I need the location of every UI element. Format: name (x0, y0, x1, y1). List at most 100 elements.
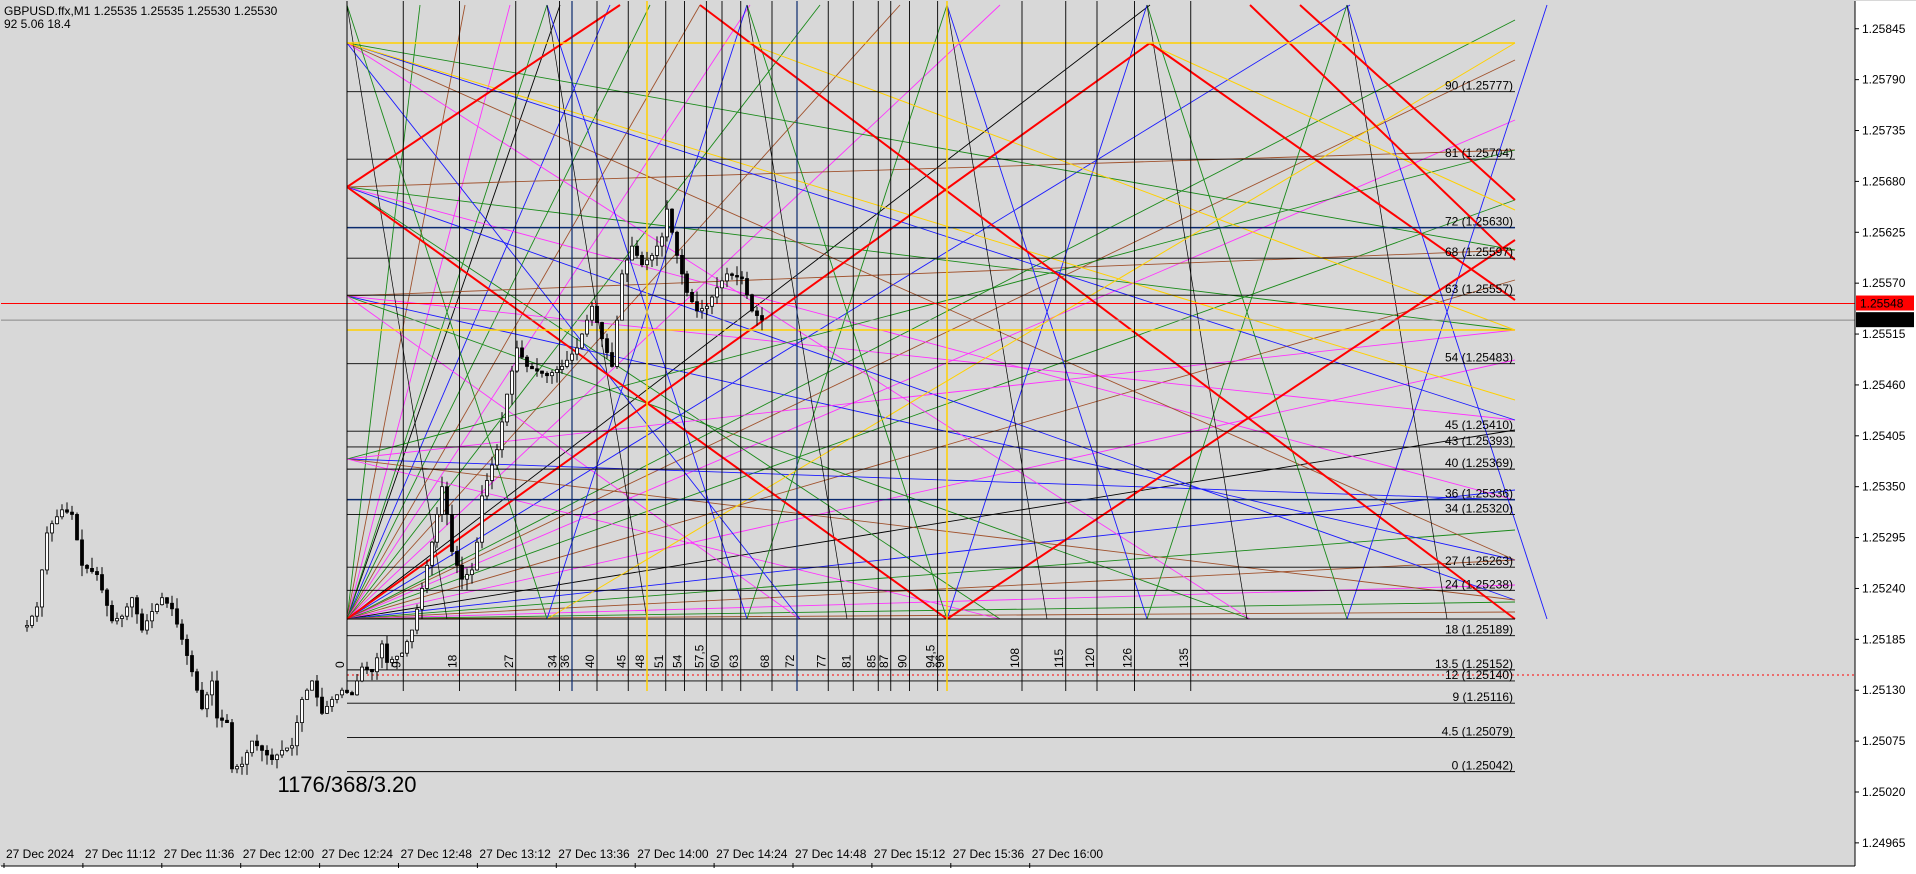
candle-body (410, 629, 414, 643)
candle-body (470, 569, 474, 575)
candle-body (90, 568, 94, 572)
candle-body (745, 278, 749, 296)
level-label: 9 (1.25116) (1453, 690, 1514, 704)
gann-fan-line (346, 559, 1516, 620)
gann-angle-line (346, 42, 1251, 620)
candle-body (55, 516, 59, 525)
level-label: 4.5 (1.25079) (1442, 724, 1513, 738)
candle-body (425, 564, 429, 589)
price-tick-label: 1.25405 (1862, 429, 1906, 443)
time-count-label: 108 (1008, 648, 1022, 668)
candle-body (685, 273, 689, 293)
candle-body (120, 615, 124, 619)
candle-body (755, 310, 759, 316)
candle-body (325, 706, 329, 714)
candle-body (395, 655, 399, 660)
candle-body (525, 356, 529, 367)
gann-angle-line (346, 42, 801, 620)
time-tick-label: 27 Dec 11:36 (164, 847, 235, 861)
gann-square-line (1249, 4, 1516, 261)
gann-gold-line (346, 42, 1516, 401)
candle-body (280, 749, 284, 756)
candle-body (345, 689, 349, 693)
candle-body (605, 338, 609, 353)
level-label: 0 (1.25042) (1452, 759, 1513, 773)
time-tick-label: 27 Dec 11:12 (85, 847, 156, 861)
candle-body (455, 551, 459, 566)
candle-body (335, 694, 339, 700)
gann-grid-line (1346, 4, 1448, 620)
candle-body (135, 597, 139, 615)
candle-body (115, 618, 119, 622)
candle-body (70, 511, 74, 515)
candle-body (295, 722, 299, 747)
candle-body (575, 347, 579, 355)
level-label: 34 (1.25320) (1445, 501, 1513, 515)
candle-body (435, 514, 439, 543)
candle-body (535, 368, 539, 372)
price-tick-label: 1.25295 (1862, 531, 1906, 545)
candle-body (220, 717, 224, 721)
candle-body (35, 606, 39, 617)
level-label: 63 (1.25557) (1445, 282, 1513, 296)
candle-body (360, 666, 364, 682)
candle-body (680, 255, 684, 275)
candle-body (80, 539, 84, 566)
gann-gold-line (1146, 42, 1516, 211)
candle-body (735, 275, 739, 278)
candle-body (50, 523, 54, 534)
candle-body (95, 571, 99, 575)
candle-body (540, 370, 544, 374)
candle-body (100, 574, 104, 591)
candle-body (105, 589, 109, 606)
candle-body (370, 669, 374, 673)
candle-body (145, 620, 149, 631)
candle-body (225, 719, 229, 724)
gann-fan-line (346, 429, 1516, 620)
bid-price-label: 1.25548 (1860, 297, 1904, 311)
candle-body (720, 280, 724, 289)
time-count-label: 45 (614, 654, 628, 668)
time-count-label: 135 (1177, 648, 1191, 668)
gann-grid-line (346, 4, 548, 620)
candle-body (465, 574, 469, 580)
gann-angle-line (346, 42, 1516, 251)
level-label: 12 (1.25140) (1445, 668, 1513, 682)
gann-fan-line (346, 601, 1516, 620)
level-label: 18 (1.25189) (1445, 623, 1513, 637)
candle-body (140, 613, 144, 631)
candle-body (255, 740, 259, 747)
candle-body (180, 623, 184, 640)
candle-body (165, 597, 169, 604)
candle-body (460, 564, 464, 580)
gann-fan-line (346, 199, 1516, 620)
gann-grid-line (746, 4, 948, 620)
time-count-label: 18 (446, 654, 460, 668)
price-tick-label: 1.24965 (1862, 836, 1906, 850)
candle-body (480, 495, 484, 543)
time-count-label: 9 (389, 661, 403, 668)
time-count-label: 77 (814, 654, 828, 668)
candle-body (365, 666, 369, 670)
candle-body (60, 509, 64, 518)
level-label: 68 (1.25597) (1445, 245, 1513, 259)
candle-body (245, 752, 249, 765)
candle-body (450, 514, 454, 552)
candle-body (715, 287, 719, 298)
time-tick-label: 27 Dec 15:12 (874, 847, 946, 861)
gann-fan-line (346, 4, 611, 620)
time-count-label: 68 (758, 654, 772, 668)
candle-body (30, 615, 34, 626)
gann-fan-line (346, 119, 1516, 620)
time-axis (0, 866, 1916, 874)
gann-angle-line (346, 458, 1516, 601)
range-note: 1176/368/3.20 (277, 772, 416, 797)
candle-body (750, 294, 754, 312)
gann-fan-line (346, 279, 1516, 620)
price-tick-label: 1.25130 (1862, 683, 1906, 697)
candle-body (195, 671, 199, 691)
candle-body (75, 514, 79, 541)
candle-body (185, 638, 189, 656)
